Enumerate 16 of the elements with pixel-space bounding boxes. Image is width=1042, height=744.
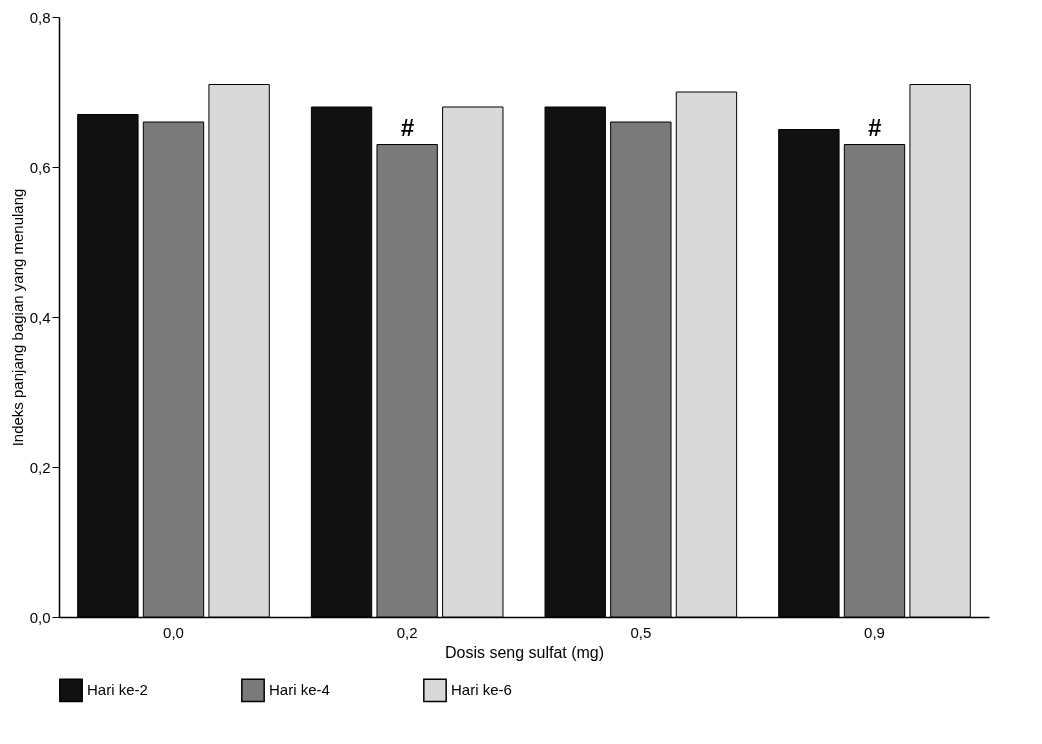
y-tick-label: 0,2 [29,458,51,476]
x-tick-label: 0,9 [864,623,885,641]
y-tick-label: 0,4 [29,308,51,326]
x-axis-title: Dosis seng sulfat (mg) [444,643,605,661]
legend-label: Hari ke-2 [87,681,148,699]
y-tick-label: 0,8 [29,8,51,26]
legend-label: Hari ke-6 [451,681,512,699]
annotation: # [400,113,415,141]
y-axis-title: Indeks panjang bagian yang menulang [8,188,26,447]
annotation: # [867,113,882,141]
y-tick-label: 0,0 [29,608,51,626]
y-tick-label: 0,6 [29,158,51,176]
x-tick-label: 0,5 [630,623,652,641]
x-tick-label: 0,2 [396,623,418,641]
x-tick-label: 0,0 [163,623,184,641]
legend-label: Hari ke-4 [269,681,330,699]
